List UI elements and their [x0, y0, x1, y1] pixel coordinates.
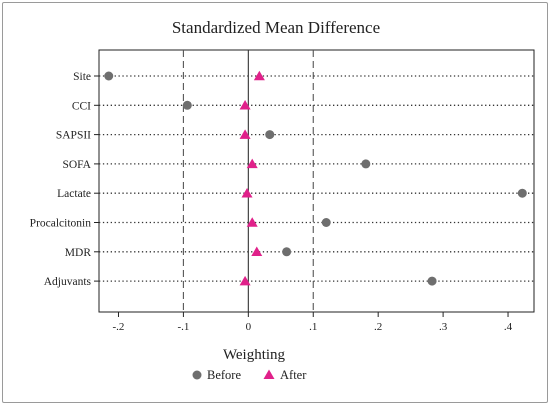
x-tick-label-0: -.2: [113, 321, 125, 333]
category-label-mdr: MDR: [65, 247, 92, 259]
before-point-sapsii: [265, 130, 275, 140]
before-point-sofa: [361, 159, 371, 169]
category-label-sapsii: SAPSII: [56, 130, 91, 142]
x-tick-label-1: -.1: [177, 321, 189, 333]
before-point-mdr: [282, 247, 292, 257]
before-point-cci: [182, 100, 192, 110]
chart-title: Standardized Mean Difference: [172, 18, 380, 37]
after-point-sapsii: [239, 129, 251, 139]
x-axis-ticks: -.2 -.1 0 .1 .2 .3 .4: [113, 312, 513, 333]
after-point-adjuvants: [239, 275, 251, 286]
before-point-site: [104, 71, 114, 81]
legend-title: Weighting: [223, 347, 286, 363]
before-point-lactate: [517, 188, 527, 198]
after-point-site: [253, 70, 265, 81]
category-label-cci: CCI: [72, 100, 91, 112]
legend-before-label: Before: [207, 368, 241, 382]
category-labels: Site CCI SAPSII SOFA Lactate Procalcitonin MDR…: [30, 71, 99, 288]
category-label-sofa: SOFA: [62, 159, 91, 171]
reference-lines: [182, 50, 314, 312]
x-tick-label-6: .4: [504, 321, 513, 333]
after-point-sofa: [246, 158, 258, 169]
x-tick-label-2: 0: [246, 321, 252, 333]
category-label-adjuvants: Adjuvants: [44, 276, 92, 288]
legend-before-marker: [192, 370, 202, 380]
category-label-site: Site: [73, 71, 91, 83]
category-label-procalcitonin: Procalcitonin: [30, 218, 92, 230]
smd-dot-chart: Standardized Mean Difference Site CCI SAPS…: [30, 18, 535, 382]
gridlines: [99, 75, 534, 282]
x-tick-label-4: .2: [374, 321, 382, 333]
x-tick-label-5: .3: [439, 321, 448, 333]
after-point-mdr: [251, 246, 263, 257]
legend: Weighting Before After: [192, 347, 307, 382]
plot-area: [98, 49, 535, 313]
after-point-lactate: [241, 187, 253, 198]
after-point-procalcitonin: [246, 217, 258, 227]
before-point-adjuvants: [427, 276, 437, 286]
legend-after-marker: [263, 369, 275, 379]
legend-after-label: After: [280, 368, 307, 382]
after-point-cci: [239, 100, 251, 110]
before-point-procalcitonin: [321, 218, 331, 227]
category-label-lactate: Lactate: [57, 188, 91, 200]
x-tick-label-3: .1: [309, 321, 317, 333]
data-points: [104, 70, 527, 286]
